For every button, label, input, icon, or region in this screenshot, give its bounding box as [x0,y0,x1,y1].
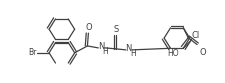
Text: N: N [98,42,104,51]
Text: N: N [125,44,131,53]
Text: S: S [113,25,118,34]
Text: Cl: Cl [190,31,198,40]
Text: O: O [198,47,205,57]
Text: H: H [129,49,135,58]
Text: O: O [85,23,91,32]
Text: Br: Br [28,48,36,57]
Text: H: H [102,47,108,56]
Text: HO: HO [166,49,178,58]
